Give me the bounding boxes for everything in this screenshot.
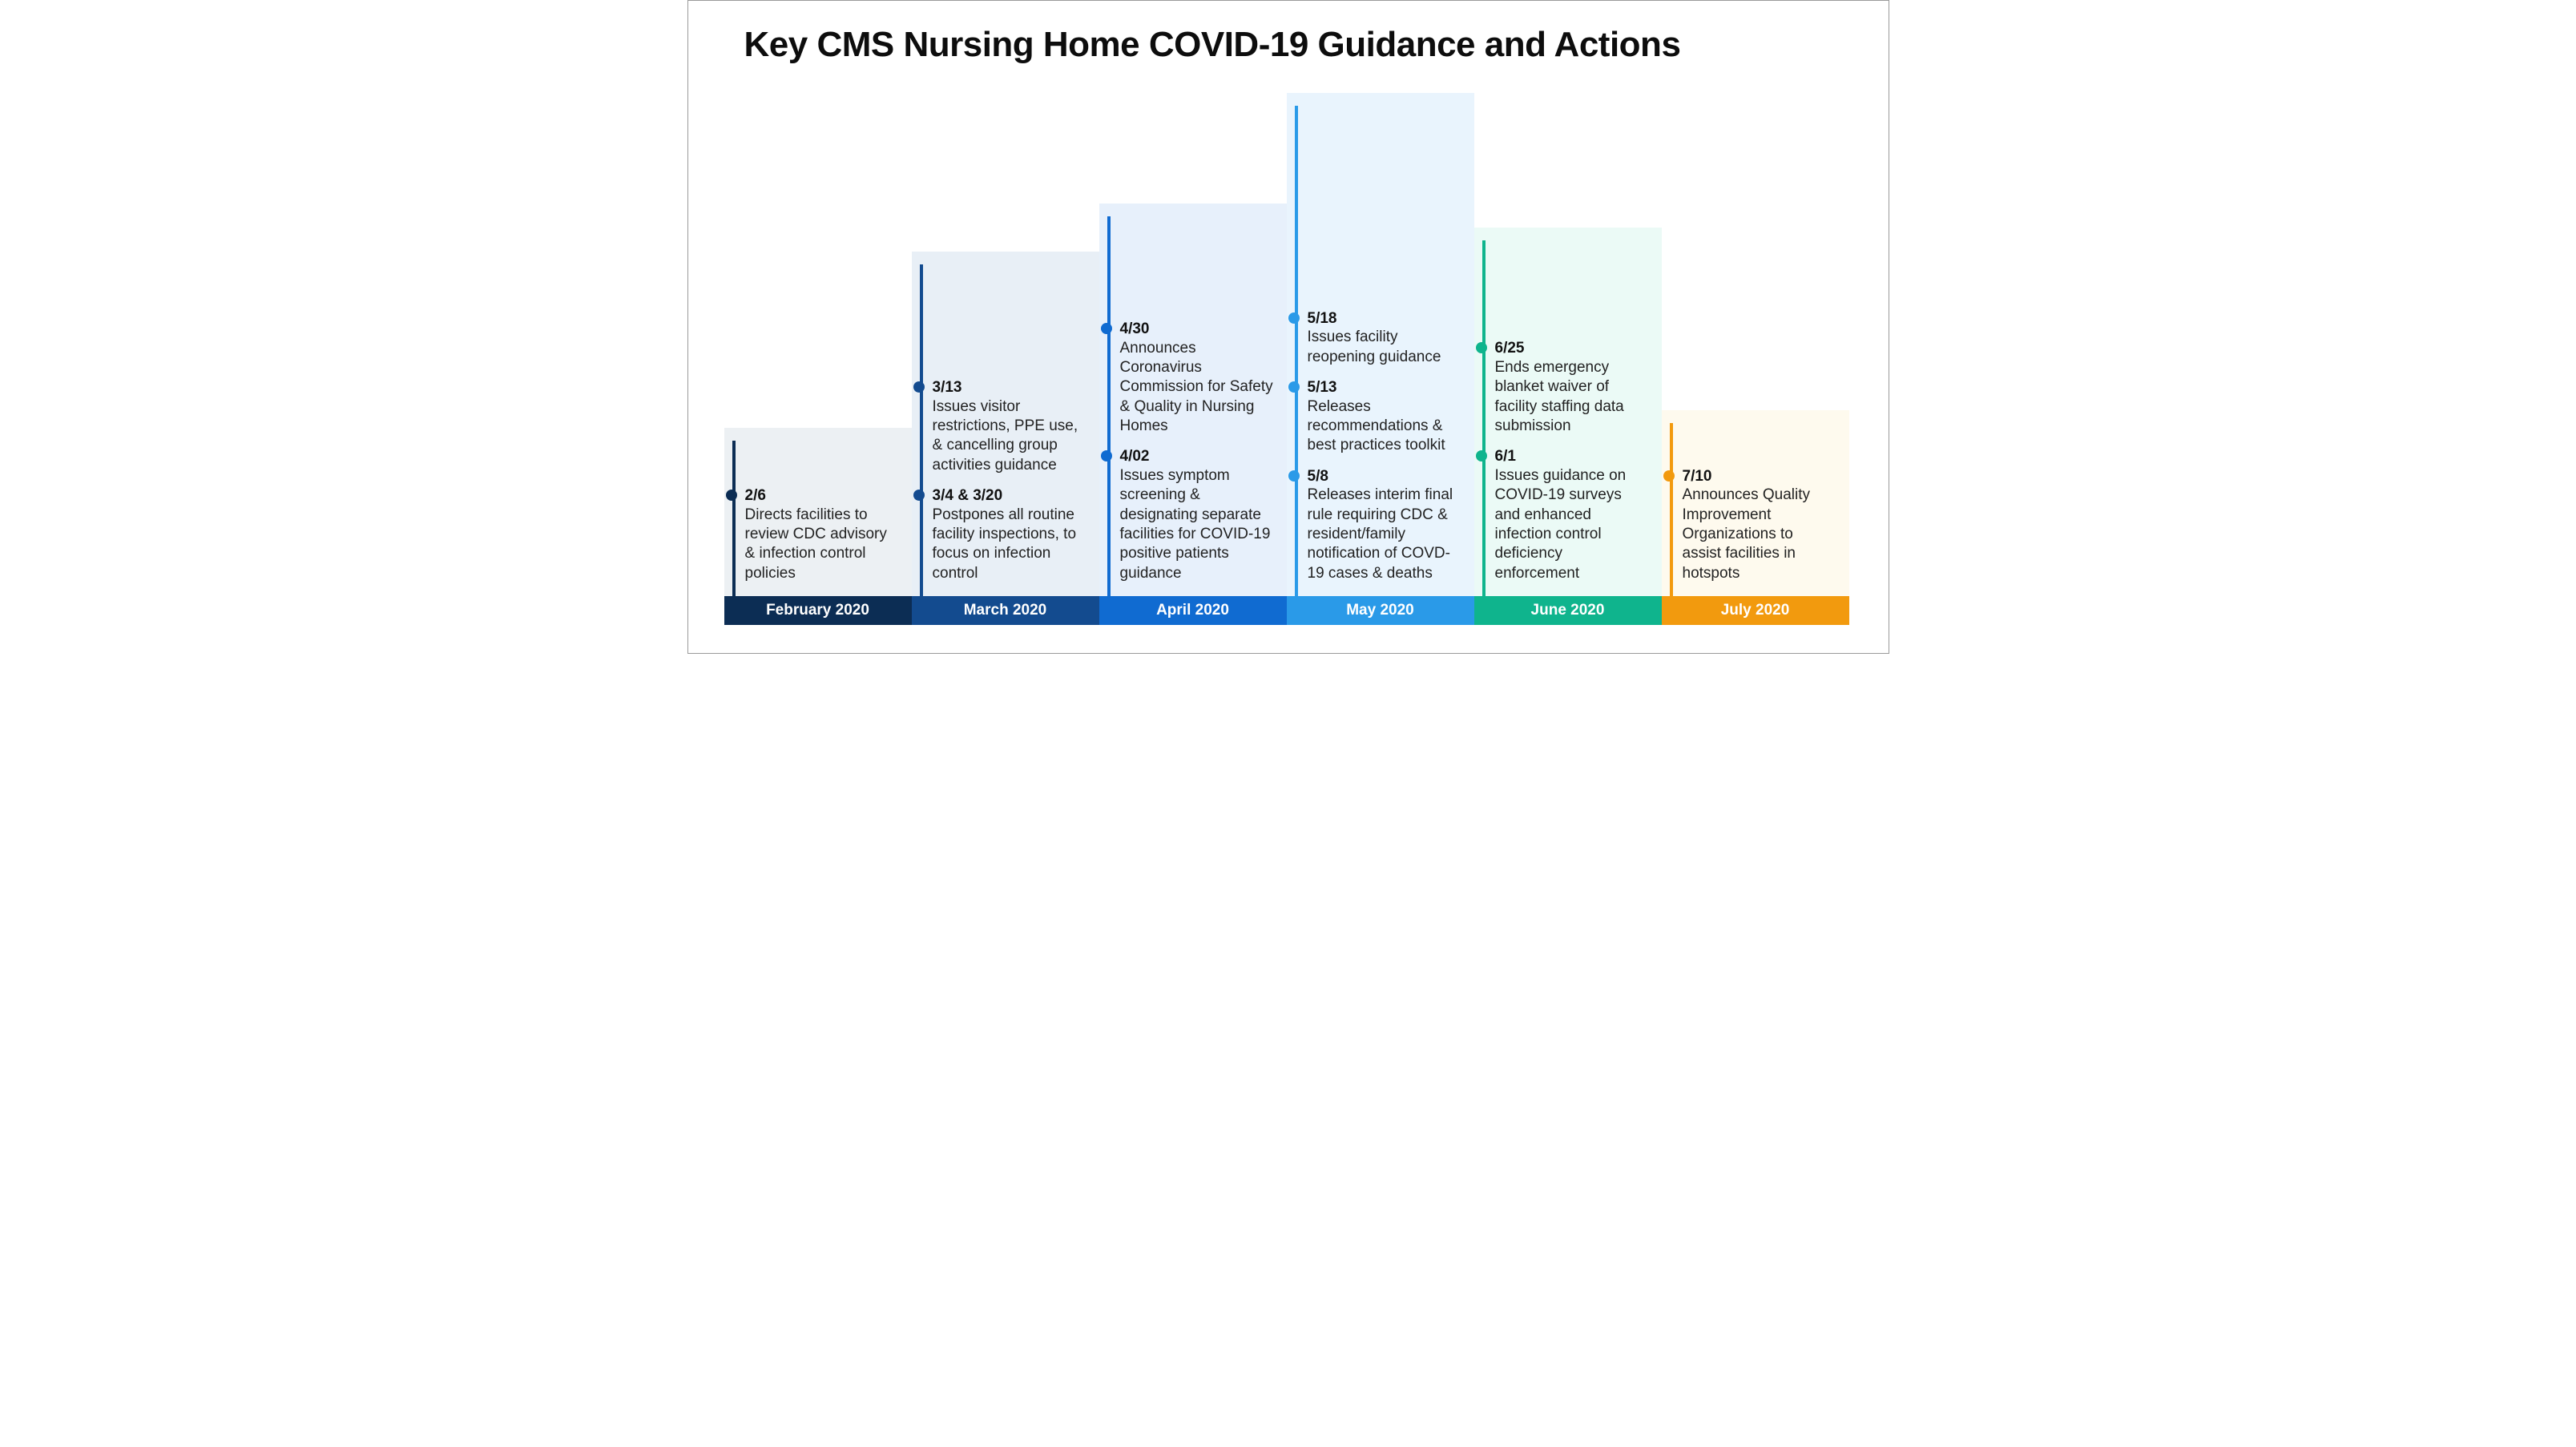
timeline-event: 7/10Announces Quality Improvement Organi… <box>1683 467 1840 583</box>
month-column: 6/25Ends emergency blanket waiver of fac… <box>1474 228 1662 625</box>
timeline-event: 5/18Issues facility reopening guidance <box>1308 309 1465 367</box>
month-column: 4/30Announces Coronavirus Commission for… <box>1099 204 1287 625</box>
month-vertical-line <box>1107 216 1111 596</box>
event-date: 6/25 <box>1495 339 1649 358</box>
event-dot-icon <box>1476 450 1487 462</box>
timeline-event: 6/1Issues guidance on COVID-19 surveys a… <box>1495 447 1652 583</box>
month-events-area: 3/13Issues visitor restrictions, PPE use… <box>912 252 1099 596</box>
event-description: Issues symptom screening & designating s… <box>1120 466 1274 583</box>
month-column: 3/13Issues visitor restrictions, PPE use… <box>912 252 1099 625</box>
event-date: 4/02 <box>1120 447 1274 466</box>
timeline-event: 6/25Ends emergency blanket waiver of fac… <box>1495 339 1652 436</box>
month-events-area: 2/6Directs facilities to review CDC advi… <box>724 428 912 596</box>
event-dot-icon <box>1663 470 1675 482</box>
event-description: Announces Coronavirus Commission for Saf… <box>1120 339 1274 437</box>
month-column: 2/6Directs facilities to review CDC advi… <box>724 428 912 625</box>
chart-title: Key CMS Nursing Home COVID-19 Guidance a… <box>744 25 1852 65</box>
event-date: 4/30 <box>1120 320 1274 339</box>
month-events-area: 7/10Announces Quality Improvement Organi… <box>1662 410 1849 596</box>
event-description: Postpones all routine facility inspectio… <box>933 506 1086 583</box>
event-dot-icon <box>1476 342 1487 353</box>
month-vertical-line <box>1295 106 1298 596</box>
month-label: April 2020 <box>1099 596 1287 625</box>
timeline-event: 5/8Releases interim final rule requiring… <box>1308 467 1465 583</box>
event-date: 3/4 & 3/20 <box>933 486 1086 506</box>
event-description: Directs facilities to review CDC advisor… <box>745 506 899 583</box>
event-description: Issues facility reopening guidance <box>1308 328 1461 367</box>
month-events-area: 4/30Announces Coronavirus Commission for… <box>1099 204 1287 596</box>
event-dot-icon <box>913 381 925 393</box>
event-dot-icon <box>1101 450 1112 462</box>
event-dot-icon <box>913 490 925 501</box>
month-events-area: 5/18Issues facility reopening guidance5/… <box>1287 93 1474 596</box>
timeline-event: 5/13Releases recommendations & best prac… <box>1308 378 1465 456</box>
month-label: July 2020 <box>1662 596 1849 625</box>
event-date: 2/6 <box>745 486 899 506</box>
month-label: March 2020 <box>912 596 1099 625</box>
month-label: June 2020 <box>1474 596 1662 625</box>
event-date: 5/18 <box>1308 309 1461 328</box>
month-label: May 2020 <box>1287 596 1474 625</box>
timeline: 2/6Directs facilities to review CDC advi… <box>724 93 1852 625</box>
month-column: 7/10Announces Quality Improvement Organi… <box>1662 410 1849 625</box>
event-date: 7/10 <box>1683 467 1836 486</box>
event-description: Announces Quality Improvement Organizati… <box>1683 486 1836 583</box>
event-description: Issues visitor restrictions, PPE use, & … <box>933 397 1086 475</box>
timeline-event: 4/30Announces Coronavirus Commission for… <box>1120 320 1277 436</box>
month-events-area: 6/25Ends emergency blanket waiver of fac… <box>1474 228 1662 596</box>
infographic-frame: Key CMS Nursing Home COVID-19 Guidance a… <box>687 0 1889 654</box>
month-column: 5/18Issues facility reopening guidance5/… <box>1287 93 1474 625</box>
month-vertical-line <box>920 264 923 596</box>
month-vertical-line <box>1482 240 1486 596</box>
month-vertical-line <box>1670 423 1673 596</box>
timeline-event: 4/02Issues symptom screening & designati… <box>1120 447 1277 583</box>
event-date: 6/1 <box>1495 447 1649 466</box>
event-date: 3/13 <box>933 378 1086 397</box>
month-vertical-line <box>732 441 736 596</box>
event-date: 5/8 <box>1308 467 1461 486</box>
event-description: Issues guidance on COVID-19 surveys and … <box>1495 466 1649 583</box>
event-dot-icon <box>1101 323 1112 334</box>
event-dot-icon <box>1288 470 1300 482</box>
event-date: 5/13 <box>1308 378 1461 397</box>
event-dot-icon <box>1288 381 1300 393</box>
timeline-event: 3/13Issues visitor restrictions, PPE use… <box>933 378 1090 475</box>
event-description: Ends emergency blanket waiver of facilit… <box>1495 358 1649 436</box>
event-description: Releases recommendations & best practice… <box>1308 397 1461 456</box>
event-description: Releases interim final rule requiring CD… <box>1308 486 1461 583</box>
event-dot-icon <box>1288 312 1300 324</box>
event-dot-icon <box>726 490 737 501</box>
timeline-event: 3/4 & 3/20Postpones all routine facility… <box>933 486 1090 583</box>
timeline-event: 2/6Directs facilities to review CDC advi… <box>745 486 902 583</box>
month-label: February 2020 <box>724 596 912 625</box>
